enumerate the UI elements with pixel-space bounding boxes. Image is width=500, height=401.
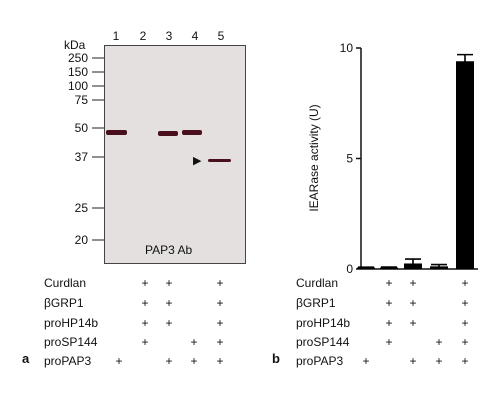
lane-number-3: 3 <box>165 29 173 43</box>
table-a-plus-sign: + <box>216 316 224 330</box>
y-tick-label-5: 5 <box>346 152 353 166</box>
lane-number-2: 2 <box>139 29 147 43</box>
table-b-plus-sign: + <box>435 354 443 368</box>
mw-marker-75: 75 <box>74 93 88 107</box>
table-a-plus-sign: + <box>190 354 198 368</box>
mw-marker-150: 150 <box>67 65 88 79</box>
table-b-plus-sign: + <box>461 354 469 368</box>
table-b-row-label-1: Curdlan <box>296 276 339 290</box>
table-b-plus-sign: + <box>461 296 469 310</box>
table-b-row-label-4: proSP144 <box>296 335 350 349</box>
table-b-plus-sign: + <box>409 276 417 290</box>
table-b-plus-sign: + <box>461 335 469 349</box>
table-a-plus-sign: + <box>216 335 224 349</box>
error-bar-1 <box>358 266 374 269</box>
table-b-plus-sign: + <box>385 316 393 330</box>
table-a-plus-sign: + <box>165 296 173 310</box>
table-a-plus-sign: + <box>216 296 224 310</box>
blot-membrane: PAP3 Ab <box>104 45 246 264</box>
bar-5 <box>456 61 474 270</box>
table-b-plus-sign: + <box>409 354 417 368</box>
antibody-label: PAP3 Ab <box>145 243 193 257</box>
table-b-plus-sign: + <box>461 316 469 330</box>
table-b-plus-sign: + <box>385 276 393 290</box>
band-lane-5 <box>208 159 231 162</box>
table-a-plus-sign: + <box>216 276 224 290</box>
error-bar-4 <box>431 263 447 269</box>
panel-b-letter: b <box>272 351 280 366</box>
y-tick-label-0: 0 <box>346 262 353 276</box>
mw-marker-37: 37 <box>74 150 88 164</box>
table-a-row-label-5: proPAP3 <box>44 354 92 368</box>
table-b-row-label-3: proHP14b <box>296 316 351 330</box>
table-a-plus-sign: + <box>165 316 173 330</box>
table-a-row-label-1: Curdlan <box>44 276 87 290</box>
table-a-plus-sign: + <box>216 354 224 368</box>
table-b-plus-sign: + <box>409 296 417 310</box>
table-b-plus-sign: + <box>385 335 393 349</box>
table-b-plus-sign: + <box>362 354 370 368</box>
lane-number-1: 1 <box>112 29 120 43</box>
table-b-row-label-2: βGRP1 <box>296 296 336 310</box>
table-b-plus-sign: + <box>435 335 443 349</box>
error-bar-2 <box>381 266 397 269</box>
band-lane-1 <box>106 130 127 135</box>
mw-marker-20: 20 <box>74 233 88 247</box>
table-b-plus-sign: + <box>461 276 469 290</box>
table-b-plus-sign: + <box>409 316 417 330</box>
error-bar-3 <box>405 258 421 268</box>
table-a-plus-sign: + <box>115 354 123 368</box>
table-a-plus-sign: + <box>165 276 173 290</box>
error-bar-5 <box>457 53 473 68</box>
mw-marker-50: 50 <box>74 121 88 135</box>
table-a-plus-sign: + <box>190 335 198 349</box>
table-a-plus-sign: + <box>141 276 149 290</box>
table-a-row-label-3: proHP14b <box>44 316 99 330</box>
y-axis-label: IEARase activity (U) <box>307 104 321 211</box>
mw-marker-25: 25 <box>74 201 88 215</box>
arrowhead-icon: ▶ <box>193 155 202 167</box>
band-lane-3 <box>158 131 178 136</box>
table-a-plus-sign: + <box>141 296 149 310</box>
y-tick-label-10: 10 <box>340 41 354 55</box>
band-lane-4 <box>182 130 202 135</box>
table-b-row-label-5: proPAP3 <box>296 354 344 368</box>
table-b-plus-sign: + <box>385 296 393 310</box>
lane-number-4: 4 <box>191 29 199 43</box>
kda-label: kDa <box>64 38 86 52</box>
table-a-plus-sign: + <box>165 354 173 368</box>
table-a-row-label-4: proSP144 <box>44 335 98 349</box>
lane-number-5: 5 <box>217 29 225 43</box>
panel-a-letter: a <box>22 351 30 366</box>
mw-marker-250: 250 <box>67 51 88 65</box>
table-a-plus-sign: + <box>141 316 149 330</box>
table-a-plus-sign: + <box>141 335 149 349</box>
table-a-row-label-2: βGRP1 <box>44 296 84 310</box>
mw-marker-100: 100 <box>67 79 88 93</box>
